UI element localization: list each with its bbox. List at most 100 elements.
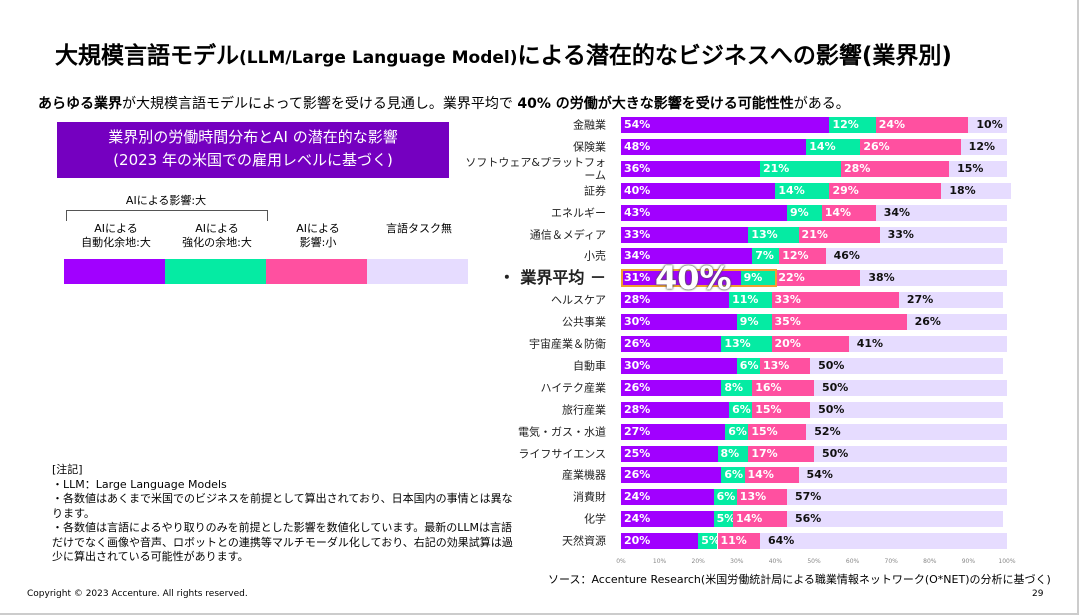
bar-segment (829, 182, 942, 199)
value-label: 13% (739, 490, 767, 504)
value-label: 21% (762, 161, 790, 175)
value-label: 30% (624, 358, 651, 372)
x-tick-label: 10% (652, 558, 667, 565)
value-label: 11% (732, 293, 759, 307)
bar-segment (621, 401, 730, 418)
bar-segment (729, 292, 772, 309)
value-label: 28% (624, 293, 651, 307)
value-label: 41% (856, 337, 884, 350)
note: ・LLM：Large Language Models (52, 477, 227, 491)
bar-segment (968, 117, 1007, 133)
legend-label: AIによる 影響:小 (296, 222, 340, 249)
bar-segment (621, 336, 722, 352)
bar-segment (621, 314, 737, 331)
value-label: 24% (878, 118, 906, 131)
value-label: 6% (732, 402, 751, 416)
category-label: 保険業 (573, 140, 606, 154)
legend-title: 業界別の労働時間分布とAI の潜在的な影響 (2023 年の米国での雇用レベルに… (57, 122, 449, 178)
bar-segment (771, 336, 849, 352)
value-label: 14% (735, 512, 763, 526)
value-label: 26% (624, 468, 651, 482)
highlight-box (621, 269, 778, 288)
bar-segment (736, 357, 760, 374)
bar-segment (717, 445, 749, 462)
bar-segment (775, 270, 861, 287)
bar-segment (621, 511, 714, 528)
value-label: 6% (728, 424, 747, 438)
x-tick-label: 20% (691, 558, 705, 565)
bar-segment (860, 270, 1007, 287)
bar-segment (621, 270, 741, 287)
category-label: 産業機器 (562, 468, 606, 482)
x-tick-label: 50% (807, 558, 821, 565)
title-part: (LLM/Large Language Model) (239, 48, 518, 68)
value-label: 64% (767, 534, 795, 548)
bar-segment (736, 489, 787, 506)
category-label: ハイテク産業 (540, 381, 606, 395)
value-label: 16% (755, 380, 782, 394)
slide-title: 大規模言語モデル(LLM/Large Language Model)による潜在的… (55, 36, 952, 70)
bar-segment (771, 292, 899, 309)
bar-segment (759, 533, 1007, 550)
bar-segment (621, 226, 749, 243)
subtitle-part: 40% の労働が大きな影響を受ける可能性性 (517, 96, 794, 112)
value-label: 28% (624, 402, 651, 416)
bar-segment (736, 314, 772, 331)
category-label: ライフサイエンス (518, 447, 606, 460)
copyright: Copyright © 2023 Accenture. All rights r… (27, 589, 248, 599)
value-label: 20% (774, 337, 801, 350)
category-label: 消費財 (573, 490, 606, 504)
value-label: 26% (863, 139, 890, 153)
value-label: 50% (822, 446, 849, 460)
value-label: 35% (774, 315, 801, 329)
value-label: 8% (724, 380, 744, 394)
bar-segment (814, 445, 1007, 462)
bar-segment (898, 292, 1004, 309)
value-label: 54% (806, 468, 833, 482)
category-label: 電気・ガス・水道 (518, 425, 606, 439)
subtitle-part: あらゆる業界 (38, 96, 122, 112)
source: ソース：Accenture Research(米国労働統計局による職業情報ネット… (548, 573, 1051, 586)
category-label: 金融業 (573, 118, 606, 132)
category-label: ヘルスケア (551, 293, 606, 307)
bar-segment (829, 117, 876, 133)
value-label: 38% (868, 271, 895, 285)
x-tick-label: 40% (768, 558, 783, 565)
bar-segment (729, 401, 753, 418)
bar-segment (748, 445, 814, 462)
note: [注記] (52, 463, 83, 476)
category-label: 通信＆メディア (529, 228, 606, 241)
bar-segment (752, 379, 814, 396)
bar-segment (798, 467, 1007, 484)
bar-segment (771, 314, 907, 331)
value-label: 21% (801, 227, 828, 241)
bar-segment (810, 401, 1004, 418)
value-label: 50% (818, 402, 845, 416)
legend-label: AIによる 強化の余地:大 (182, 222, 252, 249)
legend-swatch (165, 259, 266, 284)
bar-segment (841, 160, 950, 177)
bar-segment (941, 182, 1011, 199)
category-label: 旅行産業 (562, 403, 606, 417)
bar-segment (621, 445, 718, 462)
bar-segment (621, 489, 714, 506)
bar-segment (744, 467, 799, 484)
value-label: 26% (624, 380, 651, 394)
value-label: 26% (624, 337, 651, 350)
note: ・各数値は言語によるやり取りのみを前提とした影響を数値化しています。最新のLLM… (52, 521, 513, 563)
legend-swatch (367, 259, 468, 284)
category-label: 化学 (584, 512, 606, 526)
value-label: 22% (778, 271, 805, 285)
bar-segment (621, 423, 726, 440)
bar-segment (814, 379, 1007, 396)
value-label: 14% (747, 468, 774, 482)
value-label: 10% (976, 118, 1003, 131)
value-label: 9% (789, 205, 809, 219)
value-label: 31% (624, 271, 651, 285)
value-label: 46% (833, 249, 860, 263)
bar-segment (759, 160, 841, 177)
bar-segment (752, 401, 811, 418)
legend-swatch (266, 259, 367, 284)
bar-segment (748, 226, 799, 243)
bar-segment (621, 138, 807, 155)
